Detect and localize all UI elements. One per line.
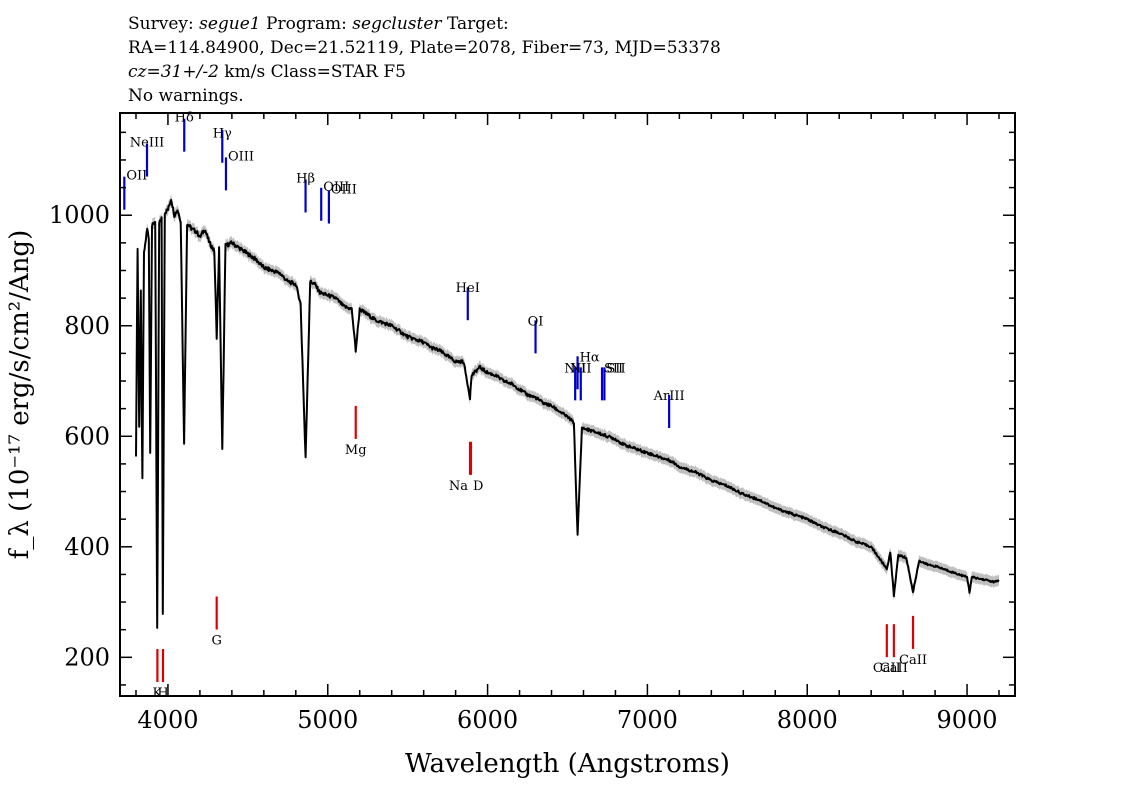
emission-line-ariii-15-label: ArIII <box>653 389 685 404</box>
emission-line-hei-8-label: HeI <box>456 281 480 296</box>
absorption-line-caii-8-label: CaII <box>899 653 927 668</box>
redshift-value: cz=31+/-2 <box>128 62 219 82</box>
x-tick-label-8000: 8000 <box>777 706 838 734</box>
x-tick-label-6000: 6000 <box>457 706 518 734</box>
absorption-line-caii-6-label: CaII <box>873 661 901 676</box>
absorption-line-h-1-label: H <box>157 686 168 701</box>
axis-ticks <box>120 113 1015 696</box>
program-value: segcluster <box>352 14 442 34</box>
absorption-line-mg-3-label: Mg <box>345 443 367 458</box>
header-line-coordinates: RA=114.84900, Dec=21.52119, Plate=2078, … <box>128 38 721 58</box>
plot-frame <box>119 112 1016 697</box>
emission-line-oi-9-label: OI <box>528 314 544 329</box>
y-tick-label-800: 800 <box>64 312 110 340</box>
header-line-survey: Survey: segue1 Program: segcluster Targe… <box>128 12 721 36</box>
emission-line-oiii-4-label: OIII <box>228 149 254 164</box>
absorption-line-g-2-label: G <box>211 634 221 649</box>
survey-label: Survey: <box>128 14 200 34</box>
absorption-line-na-4-label: Na <box>449 479 468 494</box>
absorption-line-d-5-label: D <box>473 479 483 494</box>
emission-line-sii-14-label: SII <box>606 361 625 376</box>
emission-line-nii-12-label: NII <box>570 361 592 376</box>
y-axis-title: f_λ (10⁻¹⁷ erg/s/cm²/Ang) <box>5 230 35 559</box>
survey-value: segue1 <box>199 14 261 34</box>
y-tick-label-200: 200 <box>64 643 110 671</box>
error-band-area <box>136 194 999 634</box>
target-label: Target: <box>441 14 509 34</box>
axis-tick-labels: 4000 5000 6000 7000 8000 9000 200 400 600 800 1000 <box>49 201 998 734</box>
spectrum-header: Survey: segue1 Program: segcluster Targe… <box>128 12 721 108</box>
emission-line-sii-13-label: SII <box>604 361 623 376</box>
emission-line-hβ-5-label: Hβ <box>296 171 315 186</box>
program-label: Program: <box>260 14 353 34</box>
absorption-line-k-0-label: K <box>153 686 163 701</box>
y-tick-label-600: 600 <box>64 422 110 450</box>
emission-line-hδ-2-label: Hδ <box>175 111 194 126</box>
x-tick-label-7000: 7000 <box>617 706 678 734</box>
header-line-warnings: No warnings. <box>128 86 244 106</box>
emission-line-neiii-1-label: NeIII <box>130 136 164 151</box>
spectrum-series <box>135 199 1000 629</box>
y-tick-label-1000: 1000 <box>49 201 110 229</box>
class-value: km/s Class=STAR F5 <box>218 62 406 82</box>
error-band <box>136 194 999 634</box>
emission-line-hγ-3-label: Hγ <box>213 127 232 142</box>
spectrum-line <box>135 199 1000 629</box>
emission-line-hα-11-label: Hα <box>580 350 600 365</box>
emission-line-oii-0-label: OII <box>126 169 147 184</box>
y-tick-label-400: 400 <box>64 533 110 561</box>
x-tick-label-9000: 9000 <box>937 706 998 734</box>
x-tick-label-4000: 4000 <box>137 706 198 734</box>
x-axis-title: Wavelength (Angstroms) <box>405 749 730 779</box>
x-tick-label-5000: 5000 <box>297 706 358 734</box>
emission-line-oiii-7-label: OIII <box>331 183 357 198</box>
absorption-line-caii-7-label: CaII <box>880 661 908 676</box>
header-line-redshift: cz=31+/-2 km/s Class=STAR F5 <box>128 60 721 84</box>
